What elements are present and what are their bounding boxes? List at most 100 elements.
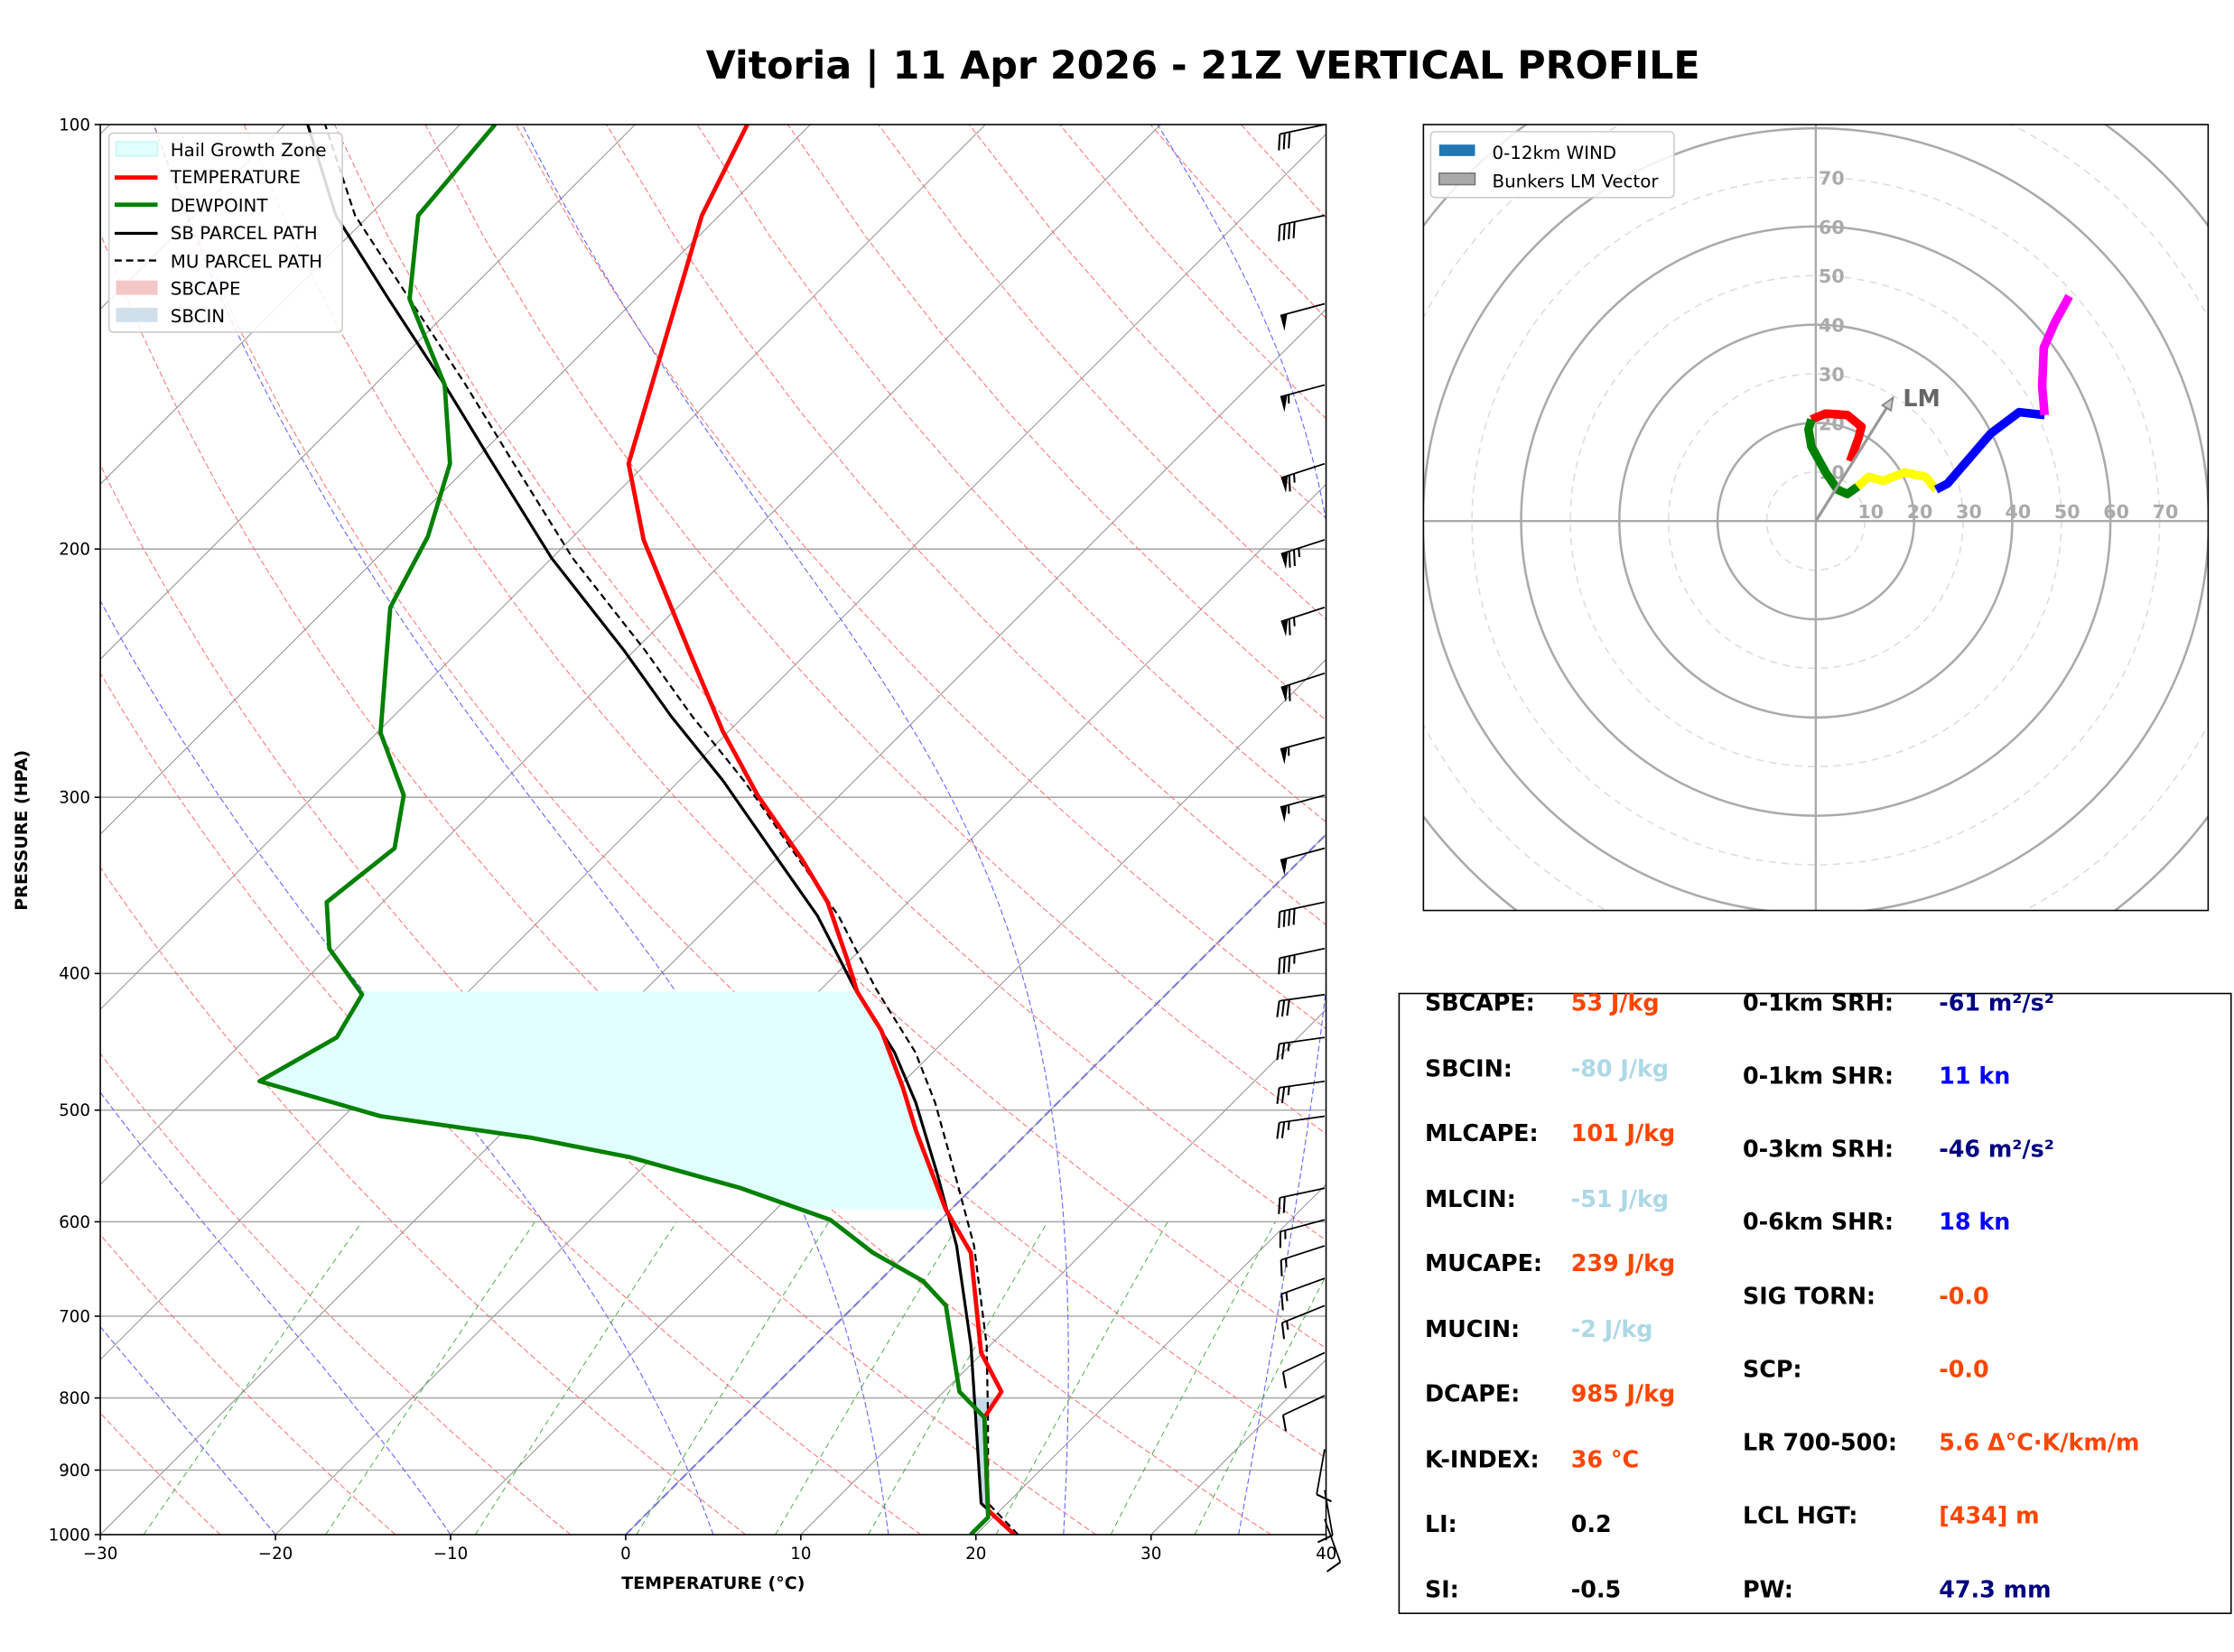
- barb-pennant: [1280, 619, 1289, 637]
- hail-growth-zone: [261, 991, 946, 1210]
- stat-label: 0-1km SHR:: [1743, 1062, 1894, 1089]
- stat-value: -80 J/kg: [1571, 1055, 1669, 1082]
- barb-feather: [1282, 223, 1286, 241]
- ring-label-y: 60: [1819, 217, 1845, 238]
- dry-adiabat: [100, 1234, 396, 1535]
- barb-pennant: [1280, 552, 1289, 570]
- wind-barb: [1280, 1277, 1326, 1311]
- legend-label: Hail Growth Zone: [171, 140, 327, 161]
- barb-feather: [1281, 1415, 1288, 1432]
- barb-feather: [1288, 684, 1291, 701]
- wind-barb: [1278, 1187, 1326, 1214]
- temperature-line: [626, 124, 1017, 1535]
- hodograph-segment: [1933, 407, 2045, 494]
- moist-adiabat: [154, 124, 889, 1535]
- barb-staff: [1279, 1115, 1326, 1124]
- barb-pennant: [1280, 747, 1288, 765]
- wind-barb: [1279, 1219, 1326, 1248]
- stat-value: -0.0: [1939, 1356, 1988, 1383]
- barb-staff: [1280, 1245, 1326, 1261]
- stat-label: SBCAPE:: [1425, 989, 1535, 1016]
- stat-value: 36 °C: [1571, 1445, 1639, 1472]
- isotherm: [625, 833, 1326, 1535]
- ring-label-y: 70: [1819, 167, 1845, 189]
- barb-feather: [1326, 1561, 1341, 1573]
- mixing-ratio-line: [868, 1221, 1048, 1535]
- barb-feather: [1292, 549, 1296, 567]
- mixing-ratio-line: [995, 1221, 1168, 1535]
- isotherm: [800, 1008, 1326, 1535]
- hodograph-legend: 0-12km WIND Bunkers LM Vector: [1429, 131, 1675, 199]
- stat-value: 239 J/kg: [1571, 1249, 1675, 1276]
- legend-label: SBCAPE: [171, 279, 241, 300]
- barb-half-feather: [1284, 1258, 1288, 1267]
- wind-barb: [1278, 214, 1326, 242]
- stat-value: -51 J/kg: [1571, 1185, 1669, 1212]
- barb-feather: [1282, 910, 1286, 927]
- dry-adiabat: [334, 124, 1326, 1241]
- legend-swatch-lm: [1438, 172, 1476, 186]
- barb-feather: [1280, 1259, 1283, 1276]
- barb-staff: [1281, 1304, 1326, 1324]
- barb-pennant: [1280, 805, 1288, 822]
- barb-feather: [1280, 1121, 1286, 1138]
- barb-staff: [1279, 1036, 1326, 1045]
- dry-adiabat: [696, 124, 1326, 823]
- legend-label: MU PARCEL PATH: [171, 252, 322, 273]
- moist-adiabat: [521, 124, 1069, 1535]
- ring-label-x: 60: [2103, 501, 2129, 523]
- barb-staff: [1280, 847, 1326, 861]
- barb-pennant: [1280, 475, 1289, 493]
- x-tick-label: −20: [258, 1545, 293, 1564]
- dry-adiabat: [515, 124, 1326, 1030]
- legend-label: Bunkers LM Vector: [1492, 172, 1659, 192]
- wind-barb: [1280, 847, 1326, 876]
- x-tick-label: 0: [620, 1545, 631, 1564]
- barb-staff: [1282, 1351, 1326, 1373]
- barb-pennant: [1280, 858, 1288, 876]
- barb-feather: [1276, 1044, 1280, 1061]
- y-tick-label: 700: [59, 1307, 90, 1326]
- wind-barb: [1280, 539, 1326, 570]
- bunkers-lm-label: LM: [1903, 385, 1940, 412]
- barb-feather: [1280, 1043, 1286, 1060]
- barb-feather: [1280, 1294, 1284, 1311]
- stat-value: -0.0: [1939, 1283, 1988, 1310]
- barb-staff: [1280, 1219, 1326, 1233]
- ring-label-x: 40: [2006, 501, 2032, 523]
- x-tick-label: 30: [1140, 1545, 1161, 1564]
- stat-value: -46 m²/s²: [1939, 1135, 2054, 1162]
- hodograph-segment: [1810, 409, 1866, 463]
- barb-feather: [1280, 1086, 1286, 1104]
- wind-barb: [1316, 1449, 1332, 1503]
- bunkers-lm-vector: [1814, 396, 1894, 523]
- x-tick-label: −30: [83, 1545, 117, 1564]
- stat-label: K-INDEX:: [1425, 1445, 1540, 1472]
- barb-staff: [1280, 302, 1326, 317]
- moist-adiabat: [100, 1091, 451, 1535]
- dry-adiabat: [100, 866, 747, 1535]
- x-tick-label: 10: [790, 1545, 811, 1564]
- mixing-ratio-line: [143, 1221, 363, 1535]
- legend-label: SBCIN: [171, 306, 225, 327]
- hodograph-segment: [2037, 293, 2073, 416]
- barb-feather: [1281, 1371, 1288, 1388]
- ring-label-x: 30: [1956, 501, 1982, 523]
- y-tick-label: 500: [59, 1101, 90, 1120]
- isotherm: [100, 308, 1326, 1535]
- dry-adiabat: [153, 124, 1326, 1459]
- wind-barb: [1281, 1395, 1326, 1432]
- dewpoint-line: [257, 124, 991, 1535]
- barb-feather: [1282, 1196, 1286, 1213]
- stat-label: 0-6km SHR:: [1743, 1208, 1894, 1235]
- wind-barb: [1280, 1245, 1326, 1276]
- barb-half-feather: [1286, 1321, 1289, 1331]
- wind-barb: [1278, 124, 1326, 151]
- wind-barb: [1276, 1080, 1326, 1104]
- barb-staff: [1324, 1490, 1334, 1536]
- mu-parcel-line: [324, 124, 1019, 1535]
- dry-adiabat: [100, 672, 922, 1535]
- barb-half-feather: [1292, 473, 1296, 483]
